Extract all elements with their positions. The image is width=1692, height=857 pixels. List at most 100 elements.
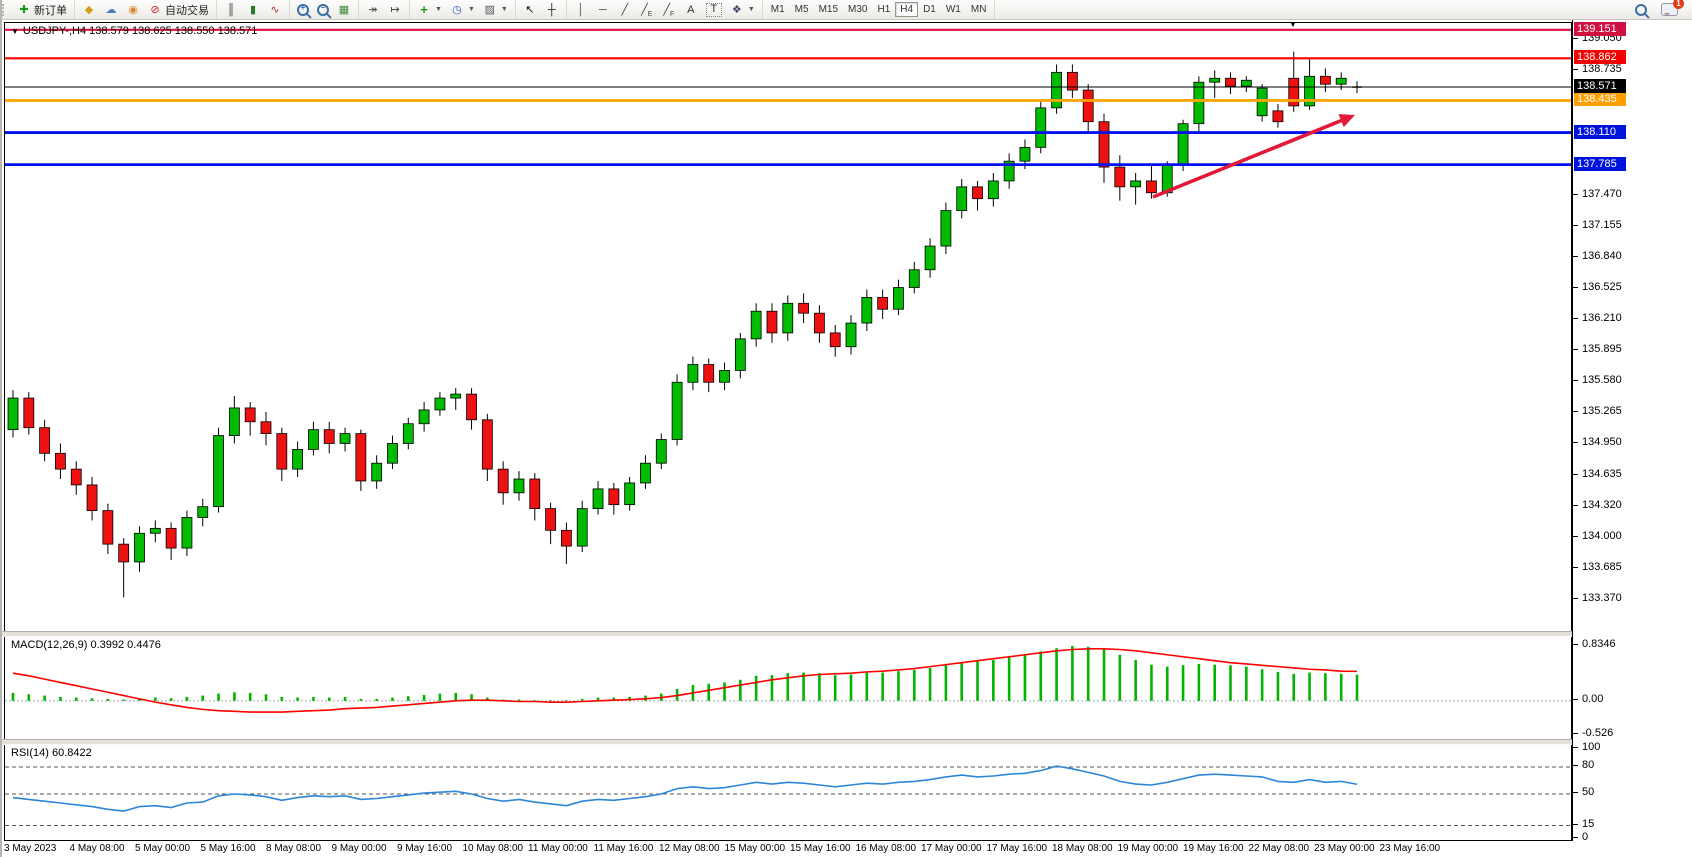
bar-chart-icon: ║	[227, 3, 235, 16]
autotrading-label: 自动交易	[165, 4, 209, 17]
timeframe-w1-button[interactable]: W1	[941, 2, 966, 17]
caret-down-icon[interactable]: ▼	[500, 6, 508, 13]
chart-shift-icon: ↦	[390, 3, 400, 16]
text-label-button[interactable]: T	[702, 2, 726, 18]
rsi-tick-label: 15	[1572, 817, 1595, 830]
time-tick-label: 11 May 16:00	[593, 843, 654, 854]
text-label-icon: T	[705, 2, 722, 17]
level-price-tag: 139.151	[1574, 21, 1626, 36]
price-tick-label: 137.470	[1573, 187, 1622, 200]
toolbar-group: ✚ 新订单	[10, 0, 75, 19]
chat-icon[interactable]: 1	[1661, 0, 1684, 16]
macd-indicator-pane[interactable]: MACD(12,26,9) 0.3992 0.4476	[4, 636, 1572, 740]
time-tick-label: 17 May 16:00	[986, 843, 1048, 854]
timeframe-m30-button[interactable]: M30	[843, 2, 872, 17]
candles-layer	[5, 28, 1571, 598]
cursor-button[interactable]: ↖	[519, 2, 541, 18]
price-tick-label: 135.580	[1573, 374, 1622, 387]
autotrading-button[interactable]: ⊘ 自动交易	[144, 2, 213, 18]
time-axis[interactable]: 3 May 2023 4 May 08:00 5 May 00:00 5 May 16…	[2, 841, 1692, 857]
auto-scroll-button[interactable]: ↠	[362, 2, 384, 18]
chart-title: ▼ USDJPY-,H4 138.579 138.625 138.550 138.…	[11, 25, 257, 37]
periods-button[interactable]: ◷ ▼	[446, 2, 479, 18]
bar-chart-button[interactable]: ║	[220, 2, 242, 18]
zoom-out-button[interactable]: −	[313, 2, 333, 18]
timeframe-m15-button[interactable]: M15	[814, 2, 843, 17]
price-tick-label: 134.320	[1573, 498, 1622, 511]
line-chart-button[interactable]: ∿	[264, 2, 286, 18]
profile-button[interactable]: ◆	[78, 2, 100, 18]
indicators-icon: +	[420, 1, 428, 17]
timeframe-h4-button[interactable]: H4	[895, 2, 919, 17]
timeframe-d1-button[interactable]: D1	[918, 2, 941, 17]
chart-shift-end-marker-icon[interactable]: ▼	[1289, 20, 1297, 29]
signals-icon: ◉	[128, 3, 138, 16]
timeframe-m1-button[interactable]: M1	[766, 2, 790, 17]
toolbar-group: │ ─ ╱ ╱E ╱F A T ❖ ▼	[567, 0, 763, 19]
equidistant-channel-button[interactable]: ╱E	[636, 2, 658, 18]
price-tick-label: 138.735	[1573, 62, 1622, 75]
time-tick-label: 12 May 08:00	[659, 843, 720, 854]
time-tick-label: 9 May 00:00	[331, 843, 387, 854]
templates-button[interactable]: ▨ ▼	[479, 2, 512, 18]
community-icon: ☁	[105, 3, 117, 16]
text-button[interactable]: A	[680, 2, 702, 18]
horizontal-line-button[interactable]: ─	[592, 2, 614, 18]
time-tick-label: 17 May 00:00	[921, 843, 982, 854]
vertical-line-button[interactable]: │	[570, 2, 592, 18]
price-tick-label: 136.525	[1573, 281, 1622, 293]
new-order-button[interactable]: ✚ 新订单	[13, 2, 71, 18]
chart-shift-button[interactable]: ↦	[384, 2, 406, 18]
chart-title-text: USDJPY-,H4 138.579 138.625 138.550 138.5…	[22, 25, 258, 37]
caret-down-icon[interactable]: ▼	[467, 6, 475, 13]
main-chart-pane[interactable]: ▼ USDJPY-,H4 138.579 138.625 138.550 138.…	[4, 22, 1572, 632]
indicators-button[interactable]: + ▼	[413, 2, 446, 18]
time-tick-label: 5 May 00:00	[135, 843, 191, 854]
price-axis[interactable]: 139.050 138.735 137.470 137.155 136.840 136.5…	[1572, 19, 1692, 843]
crosshair-button[interactable]: ┼	[541, 2, 563, 18]
community-button[interactable]: ☁	[100, 2, 122, 18]
fibonacci-button[interactable]: ╱F	[658, 2, 680, 18]
time-tick-label: 4 May 08:00	[69, 843, 125, 854]
macd-tick-label: -0.526	[1572, 727, 1614, 740]
timeframe-m5-button[interactable]: M5	[790, 2, 814, 17]
trend-arrow-annotation	[1152, 118, 1342, 199]
cursor-icon: ↖	[525, 3, 535, 16]
toolbar-right: 1	[1632, 0, 1692, 19]
arrows-button[interactable]: ❖ ▼	[726, 2, 759, 18]
rsi-label: RSI(14) 60.8422	[11, 747, 92, 759]
caret-down-icon[interactable]: ▼	[747, 6, 755, 13]
signals-button[interactable]: ◉	[122, 2, 144, 18]
pane-splitter-rsi[interactable]	[2, 739, 1692, 745]
rsi-tick-label: 80	[1572, 759, 1595, 771]
tile-windows-button[interactable]: ▦	[333, 2, 355, 18]
caret-down-icon[interactable]: ▼	[435, 6, 442, 13]
time-tick-label: 9 May 16:00	[397, 843, 453, 854]
timeframe-group: M1 M5 M15 M30 H1 H4 D1 W1 MN	[763, 0, 996, 19]
price-tick-label: 133.370	[1573, 592, 1622, 605]
toolbar-group: + ▼ ◷ ▼ ▨ ▼	[410, 0, 516, 19]
time-tick-label: 18 May 08:00	[1052, 843, 1113, 854]
timeframe-mn-button[interactable]: MN	[966, 2, 992, 17]
price-tick-label: 134.950	[1573, 436, 1622, 449]
timeframe-h1-button[interactable]: H1	[872, 2, 895, 17]
new-order-label: 新订单	[34, 4, 67, 17]
toolbar-grip[interactable]	[2, 3, 7, 16]
chevron-down-icon[interactable]: ▼	[11, 27, 19, 36]
text-icon: A	[687, 3, 695, 16]
trendline-button[interactable]: ╱	[614, 2, 636, 18]
search-icon[interactable]	[1635, 3, 1647, 16]
tile-windows-icon: ▦	[338, 3, 350, 16]
notification-badge: 1	[1673, 0, 1684, 9]
time-tick-label: 11 May 00:00	[528, 843, 588, 854]
trendline-icon: ╱	[621, 3, 629, 16]
rsi-tick-label: 50	[1572, 786, 1595, 798]
line-chart-icon: ∿	[270, 3, 280, 16]
price-tick-label: 137.155	[1573, 218, 1622, 231]
pane-splitter-macd[interactable]	[2, 631, 1692, 637]
price-tick-label: 135.265	[1573, 405, 1622, 418]
candlestick-chart-button[interactable]: ▮	[242, 2, 264, 18]
zoom-in-button[interactable]: +	[293, 2, 313, 18]
rsi-indicator-pane[interactable]: RSI(14) 60.8422	[4, 744, 1572, 841]
fibonacci-icon: ╱F	[663, 3, 675, 18]
